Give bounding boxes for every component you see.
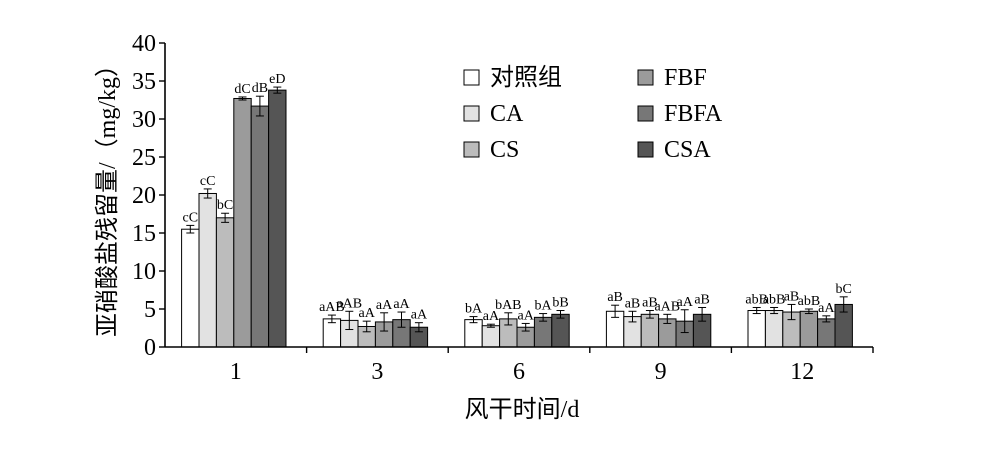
significance-label: aA <box>677 295 694 310</box>
significance-label: aAB <box>319 300 345 315</box>
bar <box>764 310 784 348</box>
bar <box>640 313 660 348</box>
legend: 对照组 CA CS FBF FBFA CSA <box>463 64 723 163</box>
y-ticks-layer: 0 5 10 15 20 25 30 35 40 <box>132 31 165 361</box>
significance-label: aB <box>642 296 658 311</box>
y-tick-label: 25 <box>132 145 156 171</box>
significance-label: aA <box>411 308 428 323</box>
significance-label: dB <box>252 81 268 96</box>
x-tick-label: 9 <box>655 359 667 385</box>
legend-label: CSA <box>664 137 711 163</box>
y-tick-label: 5 <box>144 297 156 323</box>
legend-label: CS <box>490 137 519 163</box>
bar <box>551 313 570 348</box>
y-tick-label: 15 <box>132 221 156 247</box>
significance-label: aB <box>784 289 800 304</box>
bar <box>481 325 501 348</box>
x-tick-label: 1 <box>230 359 242 385</box>
legend-label: CA <box>490 101 524 127</box>
x-tick-label: 12 <box>790 359 814 385</box>
x-tick-label: 3 <box>371 359 383 385</box>
y-axis-title: 亚硝酸盐残留量/（mg/kg） <box>94 53 121 337</box>
legend-swatch <box>637 141 654 158</box>
y-tick-label: 35 <box>132 69 156 95</box>
significance-label: aA <box>483 309 500 324</box>
significance-label: bC <box>836 282 852 297</box>
x-axis-title: 风干时间/d <box>465 396 580 423</box>
significance-label: cC <box>183 210 199 225</box>
significance-label: cC <box>200 174 216 189</box>
significance-label: aB <box>694 292 710 307</box>
significance-label: aA <box>518 308 535 323</box>
significance-label: abB <box>763 292 786 307</box>
y-tick-label: 20 <box>132 183 156 209</box>
legend-label: FBF <box>664 65 707 91</box>
significance-label: aA <box>818 301 835 316</box>
y-tick-label: 40 <box>132 31 156 57</box>
significance-label: abB <box>745 292 768 307</box>
legend-swatch <box>463 69 480 86</box>
bar <box>198 192 217 348</box>
bar <box>464 319 483 348</box>
x-ticks-layer: 1 3 6 9 12 <box>230 347 874 385</box>
bar <box>799 310 819 348</box>
significance-label: aA <box>359 306 376 321</box>
legend-swatch <box>463 141 480 158</box>
bar <box>181 228 200 348</box>
significance-label: bB <box>552 296 568 311</box>
significance-label: aAB <box>336 296 362 311</box>
significance-label: aB <box>607 290 623 305</box>
bar <box>747 310 766 348</box>
significance-label: bAB <box>495 298 521 313</box>
bars-layer <box>181 86 853 348</box>
legend-swatch <box>637 69 654 86</box>
significance-label: bA <box>535 299 553 314</box>
y-tick-label: 10 <box>132 259 156 285</box>
y-tick-label: 0 <box>144 335 156 361</box>
significance-label: aA <box>393 297 410 312</box>
bar <box>533 316 553 348</box>
significance-label: abB <box>798 294 821 309</box>
x-tick-label: 6 <box>513 359 525 385</box>
significance-label: eD <box>269 72 285 87</box>
legend-swatch <box>463 105 480 122</box>
significance-label: aAB <box>654 299 680 314</box>
bar <box>817 318 836 348</box>
significance-label: aB <box>625 296 641 311</box>
legend-label: 对照组 <box>490 64 562 91</box>
significance-label: bC <box>217 198 233 213</box>
bar <box>233 97 252 348</box>
bar <box>215 217 235 348</box>
legend-label: FBFA <box>664 101 723 127</box>
y-tick-label: 30 <box>132 107 156 133</box>
bar <box>268 89 287 348</box>
legend-swatch <box>637 105 654 122</box>
bar <box>250 105 270 348</box>
significance-label: aA <box>376 298 393 313</box>
significance-label: dC <box>234 82 250 97</box>
significance-label: bA <box>465 302 483 317</box>
